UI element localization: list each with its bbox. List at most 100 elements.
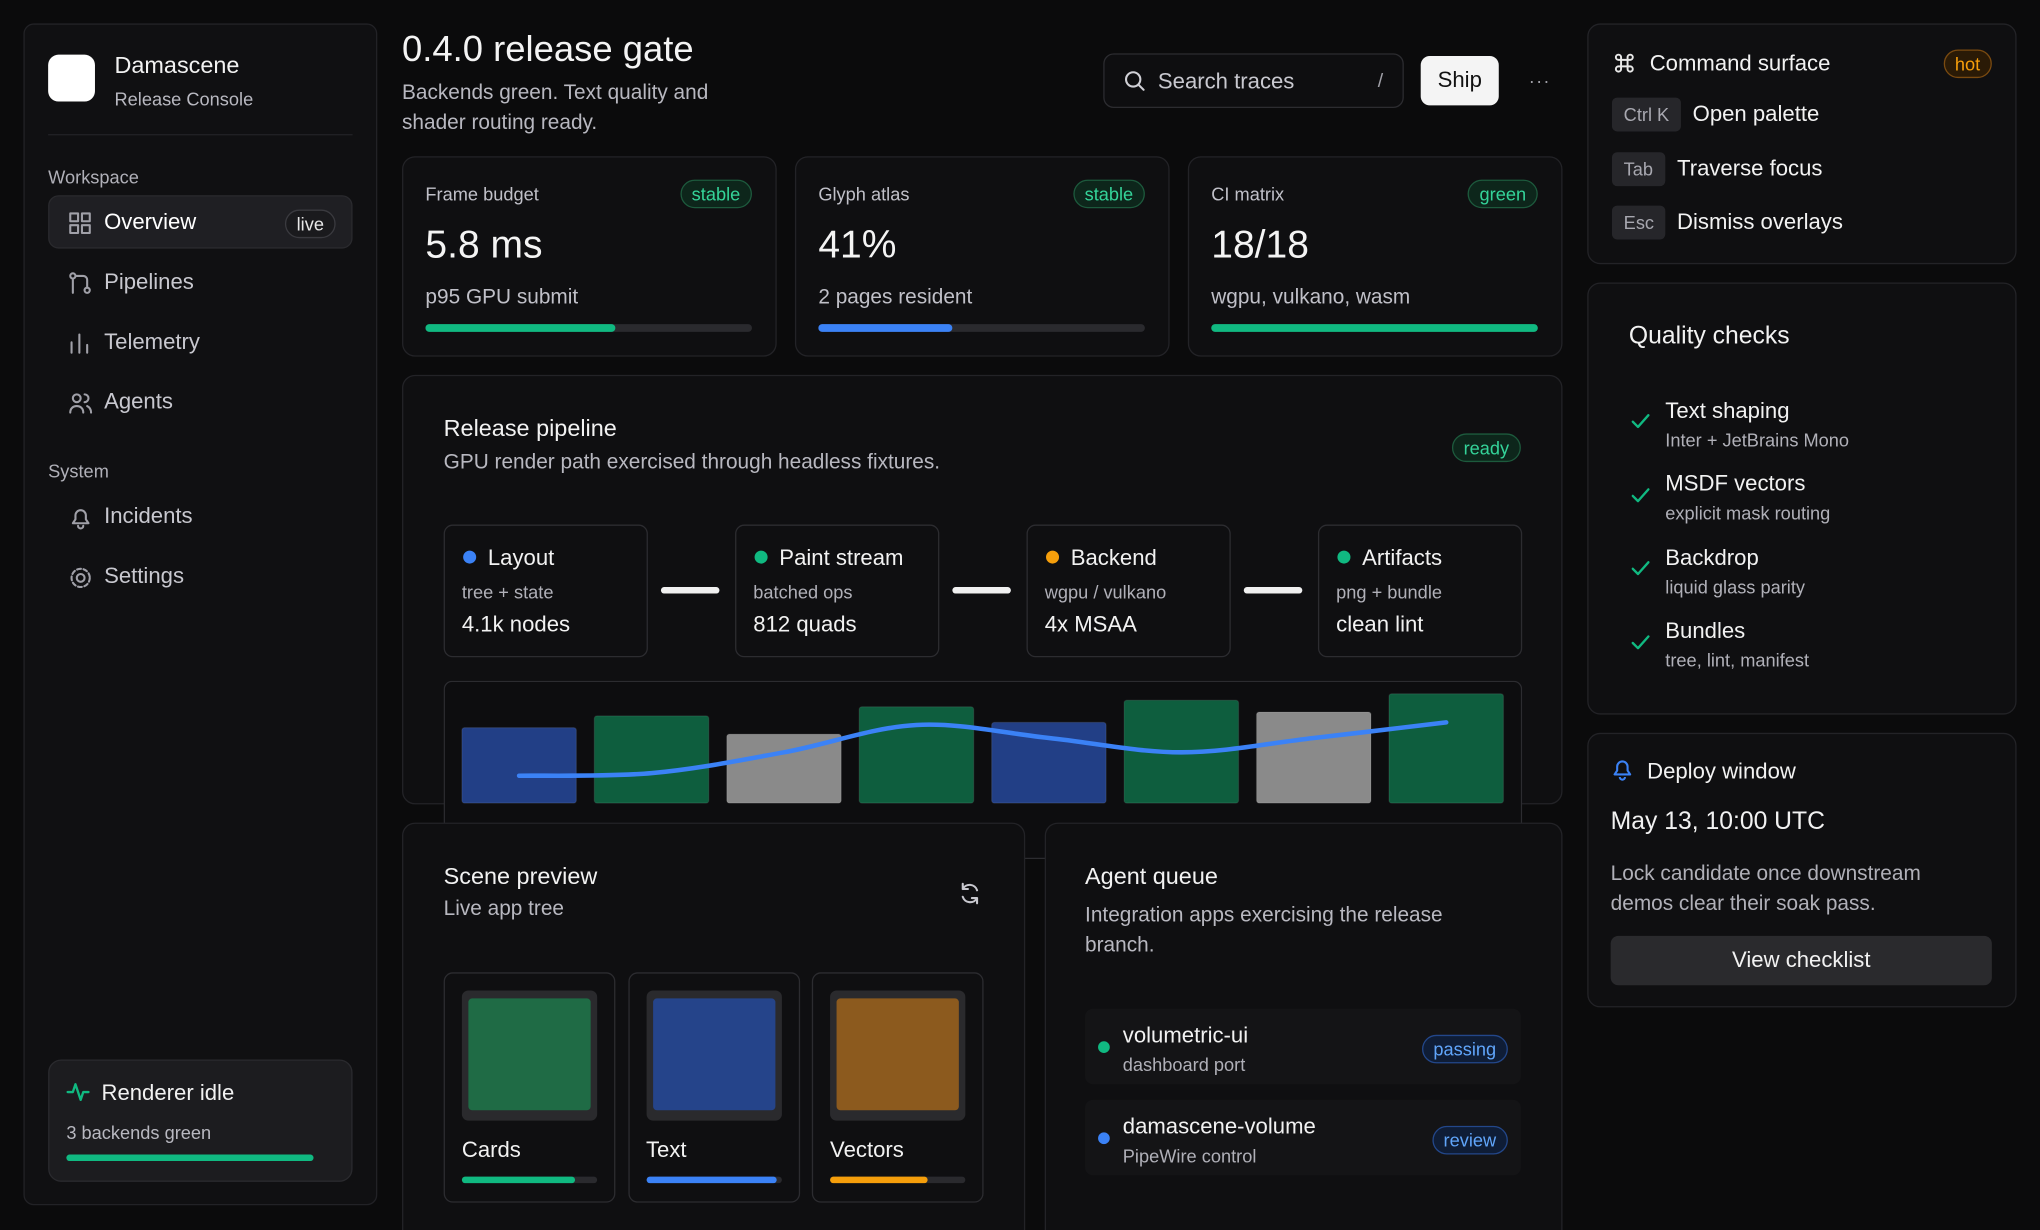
stat-badge: stable: [1072, 179, 1145, 209]
brand-name: Damascene: [114, 52, 240, 79]
nav-icon: [69, 212, 91, 235]
progress-fill: [645, 1176, 778, 1184]
search-box[interactable]: [1103, 53, 1404, 109]
stage-name: Paint stream: [779, 545, 904, 570]
nav-icon: [70, 567, 91, 589]
shortcut-action: Dismiss overlays: [1677, 209, 1843, 235]
check-name: Backdrop: [1665, 545, 1759, 570]
progress-fill: [461, 1176, 576, 1184]
deploy-note: Lock candidate once downstream demos cle…: [1610, 862, 1921, 916]
stage-dot: [1046, 550, 1060, 564]
stage-metric: 812 quads: [753, 611, 857, 637]
check-detail: explicit mask routing: [1665, 502, 1831, 524]
tile-preview: [652, 998, 775, 1111]
shortcut-key: Tab: [1611, 151, 1665, 186]
stat-value: 5.8 ms: [425, 223, 543, 267]
agent-name: volumetric-ui: [1122, 1022, 1249, 1048]
tile-label: Text: [645, 1137, 687, 1163]
stage-detail: tree + state: [461, 581, 554, 603]
stat-detail: wgpu, vulkano, wasm: [1211, 286, 1411, 309]
status-title: Renderer idle: [101, 1080, 235, 1105]
pipeline-subtitle: GPU render path exercised through headle…: [443, 452, 941, 475]
stage-dot: [754, 550, 768, 564]
command-icon: [1614, 53, 1634, 73]
stage-metric: clean lint: [1336, 611, 1424, 637]
shortcut-key: Ctrl K: [1611, 97, 1681, 132]
page-title: 0.4.0 release gate: [402, 28, 694, 70]
divider: [48, 134, 353, 136]
chart-bar: [1388, 693, 1505, 804]
stage-card: [735, 524, 940, 658]
shortcut-action: Open palette: [1692, 101, 1820, 127]
logo: [48, 54, 95, 102]
nav-icon: [69, 272, 91, 294]
check-name: MSDF vectors: [1665, 471, 1806, 497]
deploy-icon: [1613, 760, 1632, 781]
stage-detail: png + bundle: [1336, 581, 1442, 603]
progress-fill: [818, 324, 953, 332]
agent-name: damascene-volume: [1122, 1113, 1316, 1139]
agent-title: Agent queue: [1085, 863, 1218, 890]
more-button: ···: [1528, 69, 1551, 91]
check-icon: [1631, 634, 1650, 649]
nav-icon: [71, 509, 90, 530]
nav-label: Pipelines: [104, 269, 194, 294]
check-icon: [1631, 487, 1650, 502]
check-detail: Inter + JetBrains Mono: [1665, 428, 1850, 450]
check-name: Bundles: [1665, 618, 1746, 644]
stage-metric: 4x MSAA: [1044, 611, 1137, 637]
ship-button[interactable]: Ship: [1420, 55, 1499, 106]
quality-panel: [1587, 282, 2017, 715]
chart-bar: [461, 726, 578, 804]
deploy-date: May 13, 10:00 UTC: [1610, 807, 1826, 836]
pipeline-title: Release pipeline: [443, 415, 617, 442]
stat-badge: green: [1467, 179, 1538, 209]
nav-badge: live: [284, 209, 336, 239]
stage-card: [1317, 524, 1523, 658]
status-subtitle: 3 backends green: [66, 1121, 212, 1143]
chart-bar: [726, 733, 842, 804]
check-name: Text shaping: [1665, 398, 1790, 423]
stat-value: 18/18: [1211, 223, 1309, 267]
stage-card: [1026, 524, 1231, 658]
tile-label: Cards: [461, 1137, 521, 1163]
chart-bar: [1255, 711, 1372, 804]
agent-dot: [1098, 1132, 1110, 1145]
deploy-title: Deploy window: [1647, 758, 1796, 784]
nav-label: Incidents: [104, 503, 193, 529]
agent-detail: dashboard port: [1122, 1053, 1246, 1075]
tile-preview: [468, 998, 591, 1111]
stat-badge: stable: [679, 179, 752, 209]
stat-label: CI matrix: [1211, 182, 1285, 204]
command-badge: hot: [1943, 49, 1992, 79]
agent-description: Integration apps exercising the release …: [1085, 904, 1443, 957]
quality-title: Quality checks: [1628, 322, 1790, 350]
tile-label: Vectors: [830, 1137, 904, 1163]
chart-bar: [858, 706, 975, 804]
page-subtitle: Backends green. Text quality and shader …: [402, 82, 709, 135]
status-card: [48, 1059, 353, 1182]
stage-metric: 4.1k nodes: [461, 611, 571, 637]
search-placeholder: Search traces: [1157, 68, 1295, 94]
stat-value: 41%: [818, 223, 897, 267]
nav-label: Agents: [104, 388, 173, 414]
command-title: Command surface: [1649, 50, 1831, 76]
brand-subtitle: Release Console: [114, 87, 254, 109]
deploy-button[interactable]: View checklist: [1610, 935, 1992, 986]
shortcut-key: Esc: [1611, 205, 1666, 240]
stat-detail: p95 GPU submit: [425, 286, 579, 309]
status-icon: [66, 1083, 90, 1102]
chart-line: [516, 720, 1449, 779]
scene-subtitle: Live app tree: [443, 898, 565, 921]
check-detail: liquid glass parity: [1665, 576, 1806, 597]
progress-fill: [425, 324, 615, 332]
progress-track: [818, 324, 1145, 332]
refresh-button: [961, 882, 979, 905]
stage-detail: batched ops: [753, 581, 853, 603]
shortcut-action: Traverse focus: [1677, 155, 1823, 181]
stage-card: [443, 524, 648, 658]
stage-name: Layout: [487, 545, 555, 570]
stat-detail: 2 pages resident: [818, 286, 973, 309]
tile-preview: [836, 998, 959, 1111]
